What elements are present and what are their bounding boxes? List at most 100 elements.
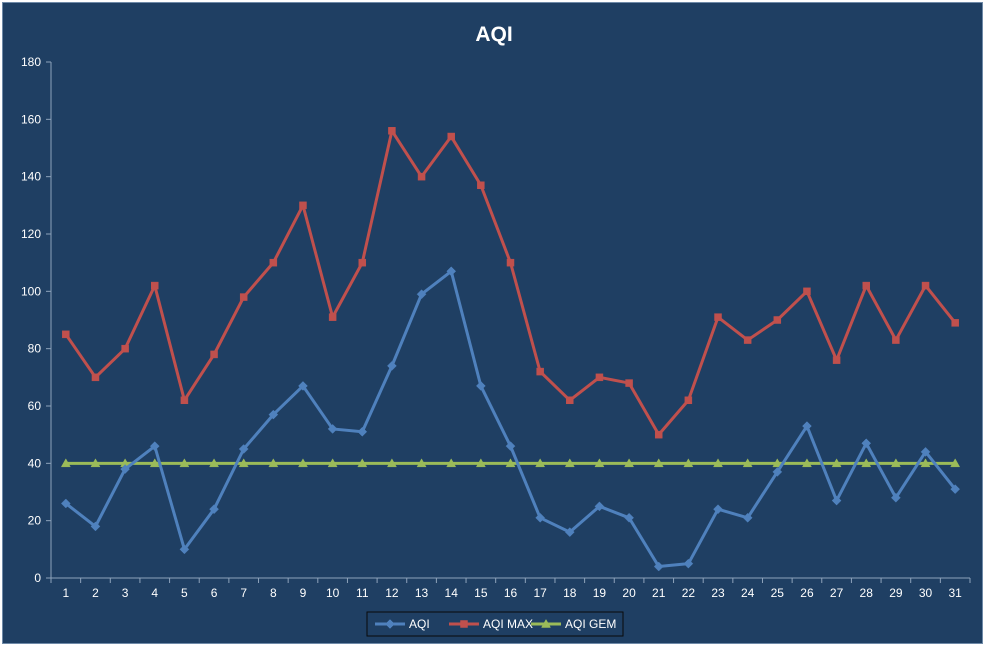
x-tick-label: 6	[211, 586, 218, 600]
data-point	[387, 361, 397, 371]
data-point	[268, 409, 279, 420]
x-tick-label: 22	[682, 586, 696, 600]
data-point	[802, 421, 812, 431]
data-point	[683, 458, 694, 468]
x-tick-label: 9	[300, 586, 307, 600]
data-point	[357, 458, 368, 468]
x-tick-label: 8	[270, 586, 277, 600]
legend-entry: AQI MAX	[449, 617, 533, 631]
data-point	[447, 132, 455, 141]
x-tick-label: 2	[92, 586, 99, 600]
data-point	[950, 484, 961, 494]
x-tick-label: 15	[474, 586, 488, 600]
data-point	[298, 381, 308, 391]
data-point	[149, 441, 160, 451]
data-point	[238, 458, 249, 468]
data-point	[803, 287, 811, 296]
x-tick-label: 24	[741, 586, 755, 600]
legend: AQI AQI MAX AQI GEM	[366, 611, 624, 637]
x-tick-label: 20	[622, 586, 636, 600]
legend-entry: AQI GEM	[531, 617, 616, 631]
x-tick-label: 25	[771, 586, 785, 600]
data-point	[684, 396, 693, 405]
legend-marker	[385, 619, 395, 629]
data-point	[920, 447, 931, 457]
data-point	[951, 319, 959, 327]
data-point	[950, 458, 961, 468]
data-point	[862, 281, 870, 290]
data-point	[91, 373, 100, 382]
x-tick-label: 18	[563, 586, 577, 600]
data-point	[683, 558, 694, 569]
data-point	[62, 330, 70, 339]
data-point	[624, 458, 635, 468]
x-tick-label: 5	[181, 586, 188, 600]
data-point	[416, 289, 427, 300]
data-point	[386, 458, 397, 468]
data-point	[831, 495, 842, 506]
data-point	[594, 501, 605, 512]
data-point	[149, 458, 160, 468]
data-point	[269, 258, 278, 267]
data-point	[802, 458, 812, 468]
data-point	[654, 430, 663, 439]
data-point	[535, 512, 545, 523]
data-point	[179, 458, 190, 468]
data-point	[832, 356, 841, 364]
x-tick-label: 31	[948, 586, 962, 600]
data-point	[327, 424, 338, 434]
data-point	[358, 258, 367, 267]
data-point	[861, 458, 872, 468]
data-point	[773, 316, 782, 324]
x-tick-label: 10	[326, 586, 340, 600]
data-point	[179, 544, 190, 555]
data-point	[180, 396, 189, 405]
data-point	[892, 336, 900, 344]
data-point	[891, 492, 901, 503]
y-tick-label: 60	[28, 399, 42, 413]
data-point	[505, 441, 516, 451]
data-point	[416, 458, 427, 468]
data-point	[595, 373, 604, 382]
x-tick-label: 29	[889, 586, 903, 600]
data-point	[653, 458, 664, 468]
x-tick-label: 27	[830, 586, 844, 600]
data-point	[772, 467, 783, 477]
data-point	[446, 458, 457, 468]
data-point	[299, 201, 307, 210]
chart-title: AQI	[475, 23, 512, 46]
y-tick-label: 100	[21, 284, 41, 298]
data-point	[536, 367, 544, 376]
data-point	[60, 458, 71, 468]
data-point	[564, 458, 575, 468]
data-point	[357, 426, 368, 437]
data-point	[713, 504, 723, 515]
data-point	[742, 458, 753, 468]
x-tick-label: 13	[415, 586, 429, 600]
data-point	[327, 458, 338, 468]
x-tick-label: 12	[385, 586, 399, 600]
legend-label: AQI GEM	[565, 617, 616, 631]
x-tick-label: 26	[800, 586, 814, 600]
data-point	[921, 281, 930, 290]
data-point	[625, 379, 633, 387]
data-point	[831, 458, 842, 468]
data-point	[861, 438, 872, 449]
legend-label: AQI	[409, 617, 430, 631]
data-point	[714, 313, 722, 321]
series-line	[64, 129, 957, 437]
data-point	[446, 266, 457, 277]
data-point	[476, 381, 486, 391]
data-point	[713, 458, 723, 468]
data-point	[417, 172, 426, 181]
series-aqi-gem	[60, 458, 961, 468]
data-point	[920, 458, 931, 468]
y-axis: 0 20 40 60 80 100 120 140 160 180	[21, 55, 52, 585]
data-point	[120, 464, 130, 474]
data-point	[209, 504, 219, 515]
data-point	[151, 281, 159, 290]
legend-marker	[541, 618, 551, 628]
y-tick-label: 120	[21, 227, 41, 241]
